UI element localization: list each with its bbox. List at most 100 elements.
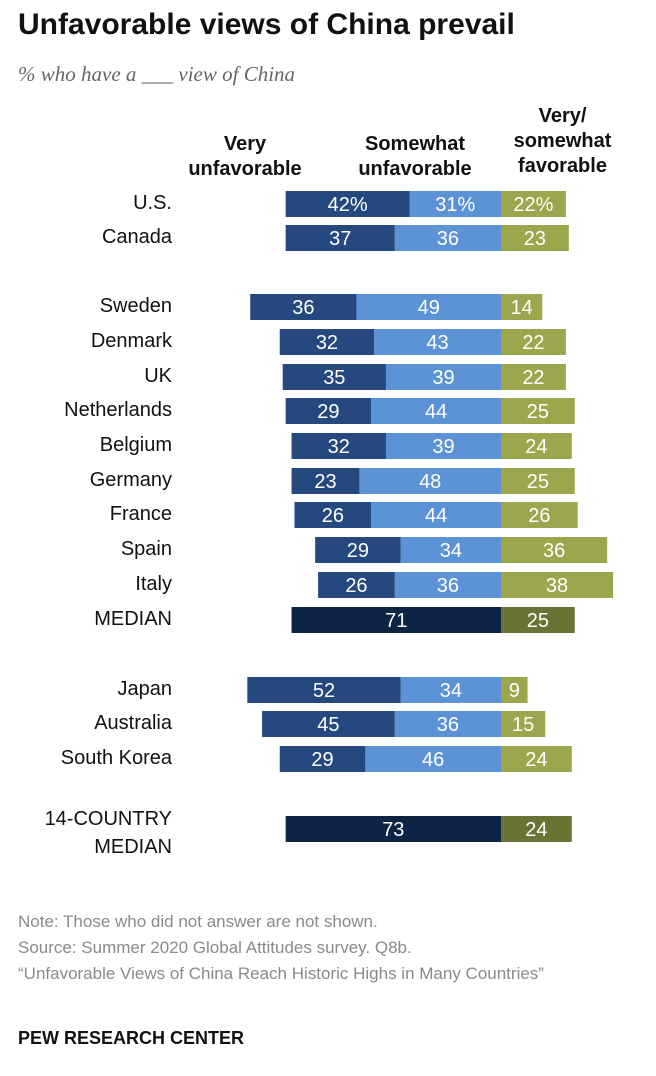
data-label-somewhat-unfavorable: 31%	[435, 194, 475, 216]
row-label: Germany	[89, 469, 172, 491]
data-label-favorable: 22	[522, 367, 544, 389]
row-label: South Korea	[60, 747, 172, 769]
data-label-somewhat-unfavorable: 36	[437, 714, 459, 736]
notes: Note: Those who did not answer are not s…	[18, 909, 618, 987]
row-label: Spain	[120, 538, 172, 560]
data-label-very-unfavorable: 32	[316, 332, 338, 354]
chart-subtitle: % who have a ___ view of China	[18, 62, 296, 86]
bar-median-favorable	[501, 607, 575, 633]
data-label-very-unfavorable: 29	[311, 749, 333, 771]
bar-somewhat-unfavorable	[400, 677, 501, 703]
row-label: Italy	[135, 573, 172, 595]
bar-favorable	[501, 191, 566, 217]
data-label-favorable: 26	[528, 505, 550, 527]
data-label-somewhat-unfavorable: 44	[425, 401, 447, 423]
bar-favorable	[501, 677, 528, 703]
source-text: Source: Summer 2020 Global Attitudes sur…	[18, 938, 412, 957]
row-label: MEDIAN	[94, 608, 172, 630]
bar-very-unfavorable	[291, 468, 360, 494]
data-label-favorable: 14	[511, 297, 533, 319]
header-somewhat-unfavorable: Somewhat unfavorable	[358, 133, 472, 180]
bar-somewhat-unfavorable	[409, 191, 501, 217]
data-label-very-unfavorable: 45	[317, 714, 339, 736]
data-label-favorable: 22	[522, 332, 544, 354]
bar-favorable	[501, 468, 575, 494]
bar-favorable	[501, 711, 546, 737]
data-label-very-unfavorable: 26	[345, 575, 367, 597]
bar-very-unfavorable	[279, 746, 366, 772]
bar-somewhat-unfavorable	[394, 711, 501, 737]
data-label-very-unfavorable: 29	[317, 401, 339, 423]
bar-favorable	[501, 294, 543, 320]
data-label-somewhat-unfavorable: 36	[437, 228, 459, 250]
bar-favorable	[501, 364, 566, 390]
bar-favorable	[501, 746, 572, 772]
row-label: Japan	[117, 678, 173, 700]
bar-somewhat-unfavorable	[371, 502, 501, 528]
data-label-somewhat-unfavorable: 43	[426, 332, 448, 354]
data-label-somewhat-unfavorable: 34	[440, 540, 462, 562]
row-label: France	[109, 503, 172, 525]
row-label: U.S.	[133, 192, 172, 214]
data-label-very-unfavorable: 36	[292, 297, 314, 319]
data-label-very-unfavorable: 23	[314, 471, 336, 493]
bar-somewhat-unfavorable	[365, 746, 501, 772]
bar-somewhat-unfavorable	[374, 329, 501, 355]
brand-label: PEW RESEARCH CENTER	[18, 1028, 245, 1048]
bar-favorable	[501, 572, 614, 598]
data-label-very-unfavorable: 52	[313, 680, 335, 702]
data-label-somewhat-unfavorable: 49	[418, 297, 440, 319]
row-label: UK	[144, 365, 172, 387]
row-label: Denmark	[90, 330, 172, 352]
bar-favorable	[501, 433, 572, 459]
bar-median-favorable	[501, 816, 572, 842]
bar-very-unfavorable	[285, 398, 372, 424]
row-label: Sweden	[99, 295, 172, 317]
bar-favorable	[501, 329, 566, 355]
data-label-favorable: 24	[525, 436, 547, 458]
bar-somewhat-unfavorable	[356, 294, 501, 320]
bar-very-unfavorable	[285, 225, 395, 251]
data-label-favorable: 36	[543, 540, 565, 562]
bar-favorable	[501, 225, 569, 251]
data-label-favorable: 25	[527, 401, 549, 423]
bar-somewhat-unfavorable	[385, 364, 501, 390]
bar-very-unfavorable	[250, 294, 357, 320]
report-text: “Unfavorable Views of China Reach Histor…	[18, 964, 544, 983]
data-label-median-favorable: 25	[527, 610, 549, 632]
bar-very-unfavorable	[315, 537, 401, 563]
data-label-very-unfavorable: 26	[322, 505, 344, 527]
data-label-very-unfavorable: 35	[323, 367, 345, 389]
chart-area: 42% 31% 22% 37 36 23 36 49 14 32 43 22 35 39 22 29 44 25 3…	[247, 191, 614, 842]
row-label-line: MEDIAN	[94, 836, 172, 858]
data-label-favorable: 22%	[513, 194, 553, 216]
row-label: Belgium	[99, 434, 172, 456]
bar-somewhat-unfavorable	[385, 433, 501, 459]
row-label: Australia	[94, 712, 172, 734]
data-label-favorable: 38	[546, 575, 568, 597]
data-label-favorable: 15	[512, 714, 534, 736]
bar-very-unfavorable	[318, 572, 395, 598]
bar-favorable	[501, 537, 608, 563]
data-label-favorable: 23	[524, 228, 546, 250]
bar-somewhat-unfavorable	[394, 225, 501, 251]
row-label-line: 14-COUNTRY	[44, 808, 172, 830]
note-text: Note: Those who did not answer are not s…	[18, 912, 378, 931]
data-label-favorable: 9	[509, 680, 520, 702]
bar-favorable	[501, 502, 578, 528]
data-label-somewhat-unfavorable: 36	[437, 575, 459, 597]
bar-median-unfavorable	[285, 816, 501, 842]
row-label: Netherlands	[64, 399, 172, 421]
data-label-median-unfavorable: 71	[385, 610, 407, 632]
data-label-favorable: 24	[525, 749, 547, 771]
data-label-very-unfavorable: 32	[328, 436, 350, 458]
data-label-somewhat-unfavorable: 46	[422, 749, 444, 771]
bar-very-unfavorable	[285, 191, 410, 217]
bar-very-unfavorable	[279, 329, 375, 355]
data-label-median-unfavorable: 73	[382, 819, 404, 841]
data-label-somewhat-unfavorable: 44	[425, 505, 447, 527]
row-label: 14-COUNTRY MEDIAN	[45, 805, 172, 861]
bar-very-unfavorable	[291, 433, 386, 459]
bar-somewhat-unfavorable	[394, 572, 501, 598]
data-label-somewhat-unfavorable: 48	[419, 471, 441, 493]
